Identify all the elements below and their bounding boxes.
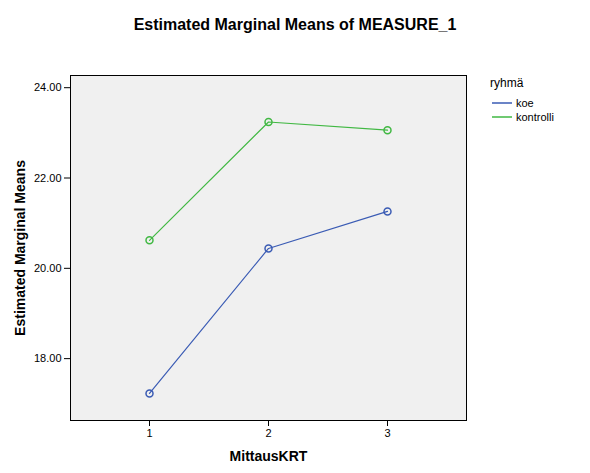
svg-text:22.00: 22.00 bbox=[34, 172, 62, 184]
svg-text:1: 1 bbox=[146, 427, 152, 439]
html-text:kontrolli: kontrolli bbox=[516, 111, 554, 123]
html-text:Estimated Marginal Means of ME: Estimated Marginal Means of MEASURE_1 bbox=[133, 16, 457, 33]
html-text:ryhmä: ryhmä bbox=[490, 76, 524, 90]
svg-text:MittausKRT: MittausKRT bbox=[230, 448, 308, 464]
svg-text:24.00: 24.00 bbox=[34, 81, 62, 93]
html-text:koe: koe bbox=[516, 97, 534, 109]
svg-text:18.00: 18.00 bbox=[34, 352, 62, 364]
svg-text:3: 3 bbox=[384, 427, 390, 439]
svg-text:2: 2 bbox=[265, 427, 271, 439]
svg-text:Estimated Marginal Means: Estimated Marginal Means bbox=[12, 160, 28, 336]
svg-text:20.00: 20.00 bbox=[34, 262, 62, 274]
